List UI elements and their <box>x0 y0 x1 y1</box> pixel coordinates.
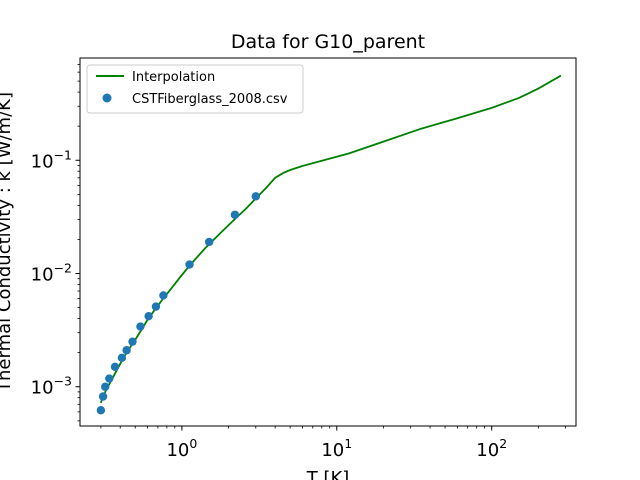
plot-area <box>80 58 576 426</box>
x-axis-label: T [K] <box>306 468 350 480</box>
data-point <box>105 374 114 383</box>
data-point <box>96 406 106 415</box>
x-axis-ticks: 100 101 102 <box>100 426 567 461</box>
y-tick-base: 10 <box>31 151 54 172</box>
y-tick-base: 10 <box>31 378 54 399</box>
data-point <box>101 382 110 391</box>
x-tick-label: 100 <box>166 436 197 461</box>
data-point <box>122 346 131 355</box>
x-tick-base: 10 <box>166 440 189 461</box>
data-point <box>151 302 161 311</box>
x-tick-label: 101 <box>321 436 352 461</box>
data-point <box>230 210 240 219</box>
y-tick-label: 10−3 <box>31 374 72 399</box>
data-point <box>144 311 153 321</box>
y-tick-exponent: −1 <box>54 147 72 162</box>
legend-label-csv: CSTFiberglass_2008.csv <box>132 92 288 107</box>
legend-label-interpolation: Interpolation <box>132 70 215 85</box>
chart-title: Data for G10_parent <box>231 31 425 53</box>
x-tick-base: 10 <box>476 440 499 461</box>
plot-frame <box>79 57 577 427</box>
data-point <box>98 392 108 401</box>
legend: Interpolation CSTFiberglass_2008.csv <box>86 64 304 114</box>
data-point <box>128 337 137 346</box>
x-tick-label: 102 <box>476 436 507 461</box>
y-tick-label: 10−2 <box>31 260 72 285</box>
data-point <box>110 362 120 371</box>
data-point <box>251 192 260 201</box>
y-tick-exponent: −3 <box>54 374 72 389</box>
y-axis-label: Thermal Conductivity : k [W/m/K] <box>0 92 15 393</box>
data-point <box>159 291 168 300</box>
data-point <box>136 322 145 331</box>
y-axis-ticks: 10−310−210−1 <box>31 64 80 422</box>
x-tick-exponent: 0 <box>189 436 197 451</box>
legend-box <box>86 64 304 114</box>
y-tick-base: 10 <box>31 264 54 285</box>
y-tick-label: 10−1 <box>31 147 72 172</box>
series-layer <box>96 74 562 415</box>
data-point <box>117 353 127 363</box>
x-tick-base: 10 <box>321 440 344 461</box>
y-tick-exponent: −2 <box>54 260 72 275</box>
legend-marker-swatch <box>102 93 112 103</box>
x-tick-exponent: 2 <box>499 436 507 451</box>
data-point <box>204 237 214 247</box>
x-tick-exponent: 1 <box>344 436 352 451</box>
data-point <box>185 260 194 269</box>
